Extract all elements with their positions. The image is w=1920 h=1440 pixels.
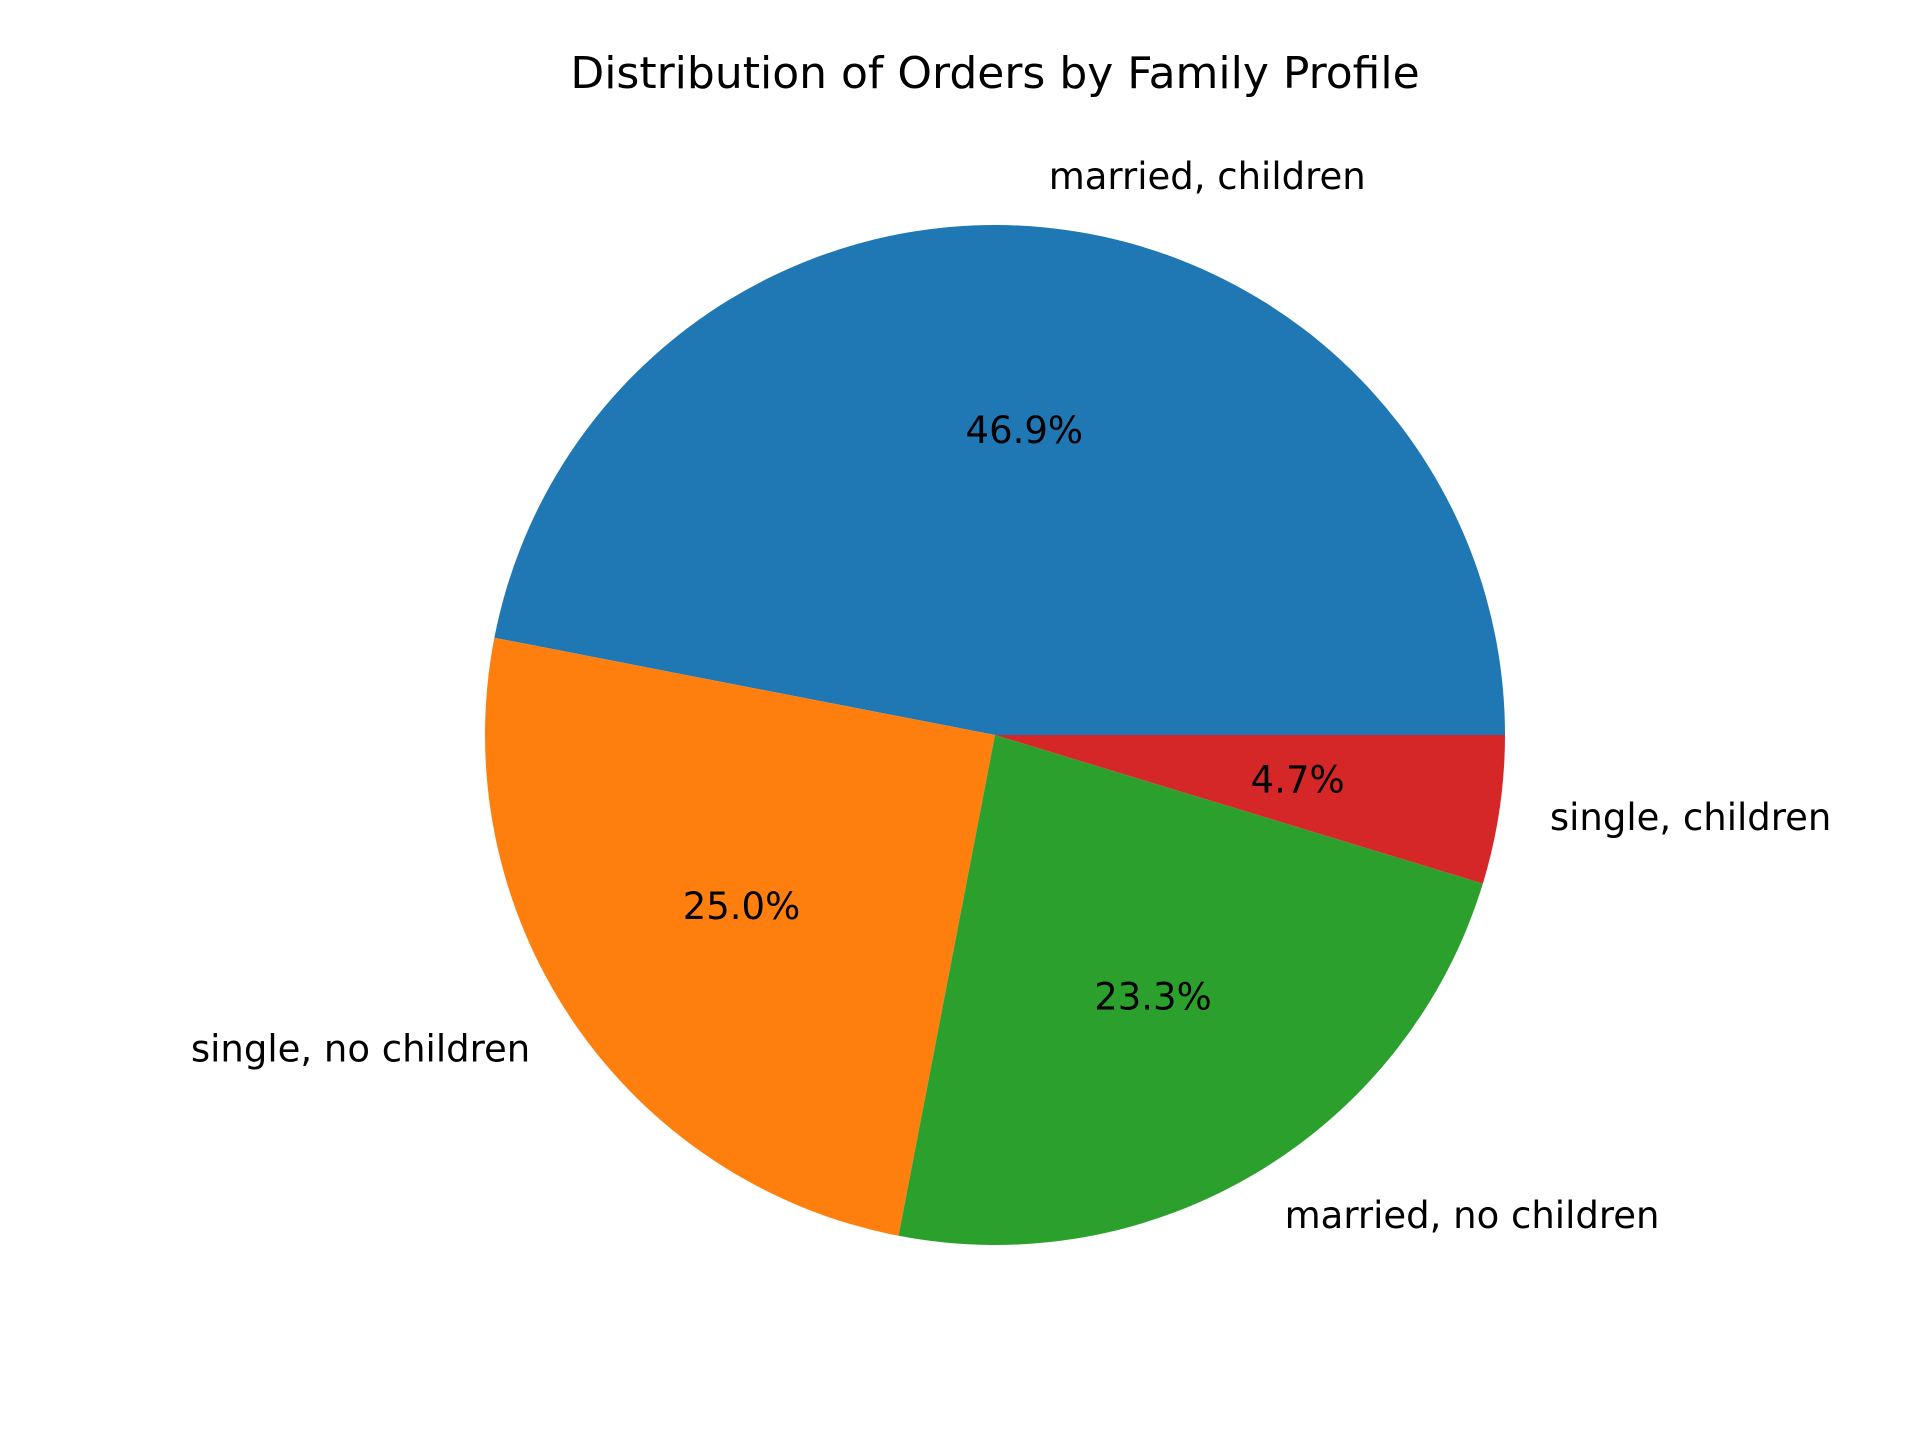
pie-labels: married, children 46.9% single, no childre… bbox=[191, 155, 1832, 1237]
pie-slice-married-children bbox=[494, 224, 1505, 735]
slice-percent-label: 25.0% bbox=[683, 885, 801, 928]
slice-label: married, no children bbox=[1285, 1194, 1660, 1237]
pie-slice-married-no-children bbox=[898, 735, 1483, 1246]
pie-slice-single-no-children bbox=[485, 637, 995, 1236]
slice-label: single, children bbox=[1550, 796, 1832, 839]
slice-percent-label: 23.3% bbox=[1094, 976, 1212, 1019]
slice-percent-label: 46.9% bbox=[966, 409, 1084, 452]
chart-title: Distribution of Orders by Family Profile bbox=[570, 48, 1419, 99]
pie-slices bbox=[485, 224, 1505, 1246]
slice-label: married, children bbox=[1049, 155, 1366, 198]
slice-label: single, no children bbox=[191, 1028, 530, 1071]
pie-slice-single-children bbox=[995, 735, 1505, 884]
slice-percent-label: 4.7% bbox=[1251, 759, 1345, 802]
